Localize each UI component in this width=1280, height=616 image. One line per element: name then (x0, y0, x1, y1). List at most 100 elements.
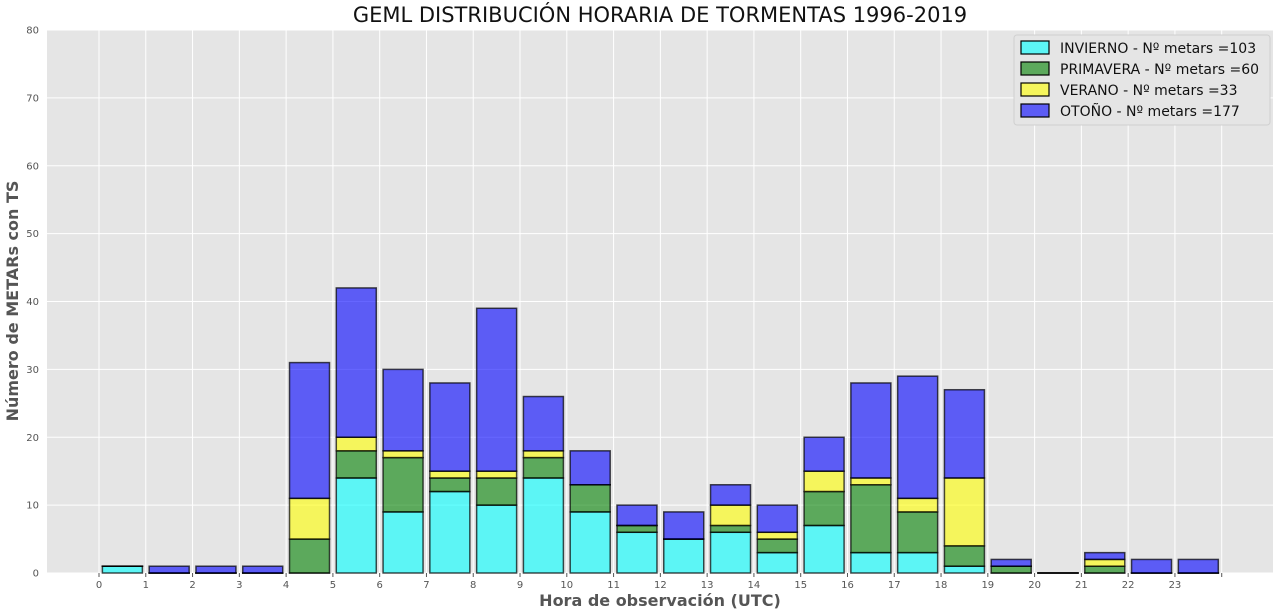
bar-otono-hour-18 (943, 388, 986, 479)
bar-primavera-hour-14 (756, 538, 799, 554)
x-tick-label: 7 (423, 580, 429, 591)
bar-invierno-hour-14 (756, 551, 799, 574)
bar-verano-hour-15 (803, 470, 845, 493)
bar-otono-hour-3 (241, 565, 284, 574)
x-tick-label: 20 (1028, 580, 1041, 591)
bar-otono-hour-4 (288, 361, 331, 500)
y-tick-label: 0 (33, 569, 39, 580)
x-tick-label: 14 (748, 580, 761, 591)
legend-swatch-verano (1020, 82, 1050, 97)
grid-layer (47, 29, 1273, 574)
x-tick-label: 19 (981, 580, 994, 591)
x-tick-label: 18 (935, 580, 948, 591)
bar-primavera-hour-9 (522, 456, 565, 479)
bar-primavera-hour-8 (475, 477, 518, 506)
x-tick-label: 13 (701, 580, 714, 591)
x-tick-label: 2 (189, 580, 195, 591)
bar-verano-hour-13 (709, 504, 752, 527)
bar-invierno-hour-10 (569, 511, 611, 574)
bar-invierno-hour-17 (896, 551, 939, 574)
bar-primavera-hour-17 (896, 511, 939, 554)
bar-invierno-hour-12 (663, 538, 705, 574)
bar-otono-hour-13 (709, 484, 752, 506)
bar-invierno-hour-15 (803, 524, 845, 574)
y-tick-label: 80 (26, 26, 39, 37)
x-axis-title: Hora de observación (UTC) (539, 591, 781, 610)
bar-otono-hour-11 (616, 504, 658, 527)
bar-primavera-hour-18 (943, 545, 986, 567)
bar-otono-hour-23 (1177, 558, 1220, 574)
legend-label-verano: VERANO - Nº metars =33 (1060, 83, 1238, 99)
x-tick-label: 22 (1122, 580, 1135, 591)
bar-verano-hour-5 (335, 436, 378, 452)
bar-invierno-hour-16 (850, 551, 892, 574)
bar-primavera-hour-7 (429, 477, 471, 493)
bar-otono-hour-22 (1130, 558, 1173, 574)
bar-otono-hour-8 (475, 307, 518, 472)
bar-otono-hour-19 (990, 558, 1032, 567)
bar-otono-hour-14 (756, 504, 799, 534)
y-tick-label: 70 (26, 93, 39, 104)
bar-verano-hour-6 (382, 450, 424, 459)
bar-primavera-hour-16 (850, 484, 892, 554)
y-tick-label: 10 (26, 501, 39, 512)
bar-invierno-hour-13 (709, 531, 752, 574)
bar-primavera-hour-10 (569, 484, 611, 513)
bar-primavera-hour-13 (709, 524, 752, 534)
bars-layer (101, 287, 1220, 574)
legend-swatch-otono (1020, 103, 1050, 118)
bar-invierno-hour-18 (943, 565, 986, 574)
y-tick-label: 60 (26, 161, 39, 172)
x-tick-label: 21 (1075, 580, 1088, 591)
bar-otono-hour-5 (335, 287, 378, 438)
bar-invierno-hour-5 (335, 477, 378, 574)
x-tick-label: 10 (560, 580, 573, 591)
bar-verano-hour-14 (756, 531, 799, 540)
bar-invierno-hour-7 (429, 490, 471, 574)
legend: INVIERNO - Nº metars =103 PRIMAVERA - Nº… (1013, 34, 1271, 126)
bar-otono-hour-10 (569, 450, 611, 486)
legend-frame (1013, 34, 1271, 126)
y-tick-label: 20 (26, 433, 39, 444)
bar-verano-hour-4 (288, 497, 331, 540)
x-tick-label: 4 (283, 580, 289, 591)
bar-verano-hour-7 (429, 470, 471, 479)
bar-primavera-hour-5 (335, 450, 378, 479)
x-tick-label: 12 (654, 580, 667, 591)
bar-verano-hour-16 (850, 477, 892, 486)
x-tick-label: 6 (376, 580, 382, 591)
chart-title: GEML DISTRIBUCIÓN HORARIA DE TORMENTAS 1… (353, 2, 967, 27)
x-tick-label: 9 (517, 580, 523, 591)
x-tick-label: 3 (236, 580, 242, 591)
bar-otono-hour-2 (195, 565, 237, 574)
bar-primavera-hour-21 (1084, 565, 1126, 574)
bar-verano-hour-21 (1084, 558, 1126, 567)
legend-label-otono: OTOÑO - Nº metars =177 (1060, 103, 1240, 120)
y-tick-label: 50 (26, 229, 39, 240)
bar-verano-hour-9 (522, 450, 565, 459)
legend-label-invierno: INVIERNO - Nº metars =103 (1060, 41, 1256, 57)
x-tick-label: 5 (330, 580, 336, 591)
bar-otono-hour-1 (148, 565, 190, 574)
bar-otono-hour-7 (429, 382, 471, 472)
y-tick-label: 30 (26, 365, 39, 376)
bar-primavera-hour-19 (990, 565, 1032, 574)
bar-verano-hour-8 (475, 470, 518, 479)
bar-verano-hour-17 (896, 497, 939, 513)
x-tick-label: 1 (143, 580, 149, 591)
bar-primavera-hour-11 (616, 524, 658, 534)
bar-primavera-hour-15 (803, 490, 845, 527)
bar-invierno-hour-0 (101, 565, 144, 574)
x-ticks: 0 1 2 3 4 5 6 7 8 9 10 11 12 13 14 15 16 17 18 19 20 21 22 23 (96, 573, 1223, 591)
bar-otono-hour-9 (522, 395, 565, 452)
bar-primavera-hour-6 (382, 456, 424, 513)
bar-invierno-hour-11 (616, 531, 658, 574)
x-tick-label: 8 (470, 580, 476, 591)
bar-otono-hour-17 (896, 375, 939, 500)
y-tick-label: 40 (26, 297, 39, 308)
bar-otono-hour-6 (382, 368, 424, 452)
bar-invierno-hour-6 (382, 511, 424, 574)
x-tick-label: 0 (96, 580, 102, 591)
